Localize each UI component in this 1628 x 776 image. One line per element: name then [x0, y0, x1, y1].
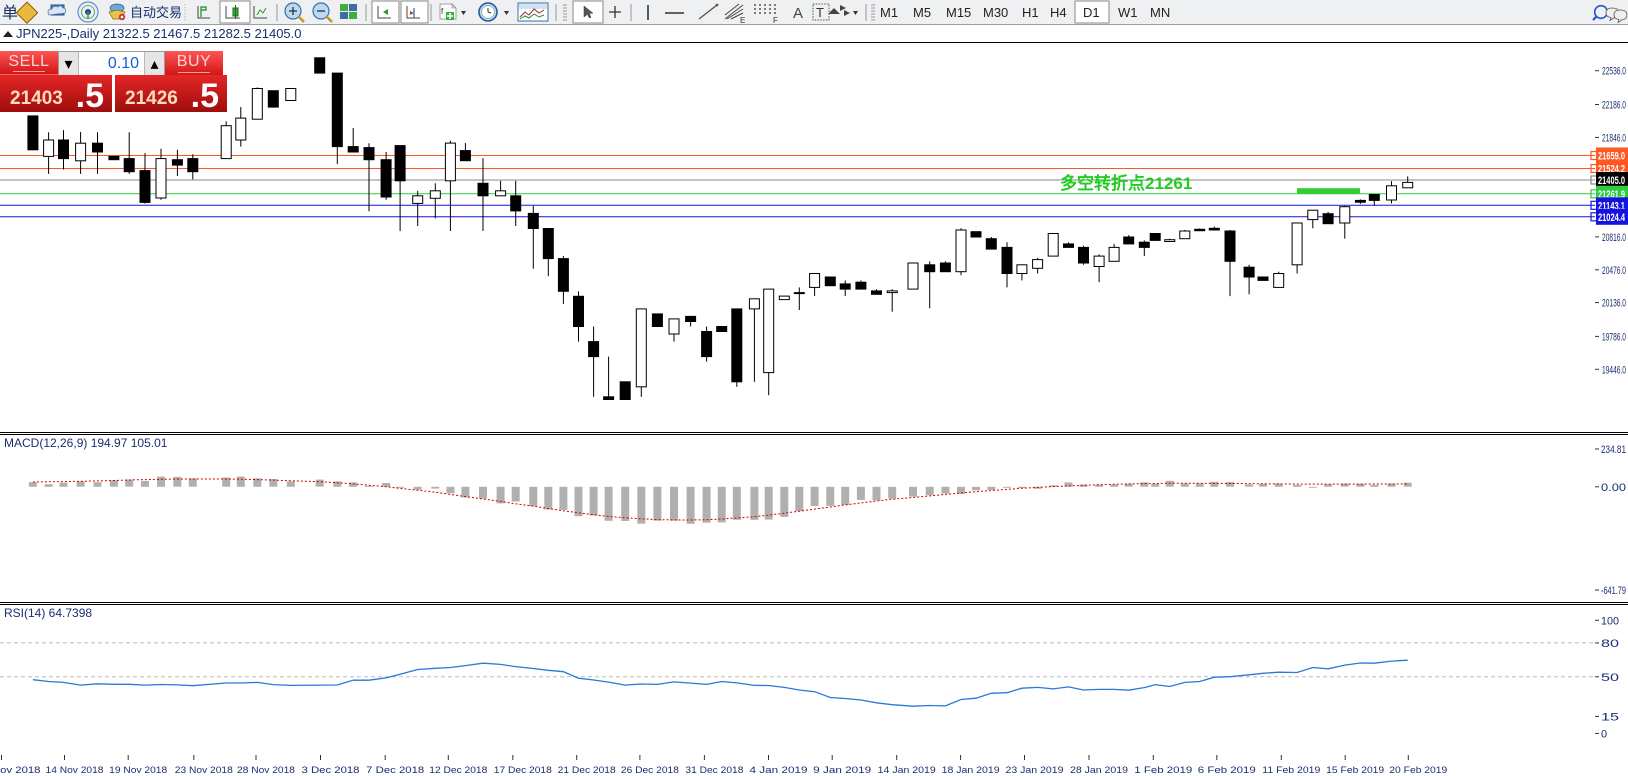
- svg-text:自动交易: 自动交易: [130, 5, 182, 20]
- svg-text:100: 100: [1601, 615, 1619, 627]
- svg-text:W1: W1: [1118, 5, 1138, 20]
- svg-text:21 Dec 2018: 21 Dec 2018: [558, 765, 616, 776]
- svg-text:M30: M30: [983, 5, 1008, 20]
- svg-text:20476.0: 20476.0: [1602, 265, 1626, 277]
- svg-text:-641.79: -641.79: [1601, 585, 1626, 597]
- svg-text:234.81: 234.81: [1601, 444, 1626, 456]
- svg-text:3 Dec 2018: 3 Dec 2018: [302, 765, 360, 776]
- svg-text:80: 80: [1601, 638, 1619, 650]
- svg-text:1 Feb 2019: 1 Feb 2019: [1134, 765, 1192, 776]
- svg-text:22186.0: 22186.0: [1602, 100, 1626, 112]
- svg-text:21405.0: 21405.0: [1598, 175, 1625, 187]
- svg-text:20816.0: 20816.0: [1602, 232, 1626, 244]
- svg-text:14 Jan 2019: 14 Jan 2019: [878, 765, 936, 776]
- svg-text:19 Nov 2018: 19 Nov 2018: [109, 765, 167, 776]
- svg-text:28 Jan 2019: 28 Jan 2019: [1070, 765, 1128, 776]
- svg-text:F: F: [773, 16, 778, 25]
- svg-text:E: E: [740, 16, 745, 25]
- svg-text:19786.0: 19786.0: [1602, 331, 1626, 343]
- svg-text:20 Feb 2019: 20 Feb 2019: [1389, 765, 1447, 776]
- svg-text:4 Jan 2019: 4 Jan 2019: [750, 765, 808, 776]
- svg-text:12 Dec 2018: 12 Dec 2018: [429, 765, 487, 776]
- svg-text:26 Dec 2018: 26 Dec 2018: [621, 765, 679, 776]
- svg-text:17 Dec 2018: 17 Dec 2018: [494, 765, 552, 776]
- svg-text:H4: H4: [1050, 5, 1067, 20]
- svg-text:单: 单: [2, 4, 18, 22]
- svg-text:15 Feb 2019: 15 Feb 2019: [1326, 765, 1384, 776]
- svg-text:31 Dec 2018: 31 Dec 2018: [685, 765, 743, 776]
- svg-text:7 Dec 2018: 7 Dec 2018: [366, 765, 424, 776]
- svg-text:0.00: 0.00: [1601, 482, 1626, 494]
- svg-text:11 Feb 2019: 11 Feb 2019: [1262, 765, 1320, 776]
- svg-text:14 Nov 2018: 14 Nov 2018: [46, 765, 104, 776]
- svg-text:M15: M15: [946, 5, 971, 20]
- svg-text:H1: H1: [1022, 5, 1039, 20]
- svg-text:D1: D1: [1083, 5, 1100, 20]
- svg-text:23 Nov 2018: 23 Nov 2018: [175, 765, 233, 776]
- svg-text:9 Nov 2018: 9 Nov 2018: [0, 765, 41, 776]
- svg-text:18 Jan 2019: 18 Jan 2019: [942, 765, 1000, 776]
- svg-text:28 Nov 2018: 28 Nov 2018: [237, 765, 295, 776]
- svg-text:T: T: [816, 5, 824, 20]
- svg-text:9 Jan 2019: 9 Jan 2019: [813, 765, 871, 776]
- svg-text:6 Feb 2019: 6 Feb 2019: [1198, 765, 1256, 776]
- svg-text:20136.0: 20136.0: [1602, 298, 1626, 310]
- svg-text:RSI(14) 64.7398: RSI(14) 64.7398: [4, 606, 92, 620]
- svg-text:MN: MN: [1150, 5, 1170, 20]
- svg-text:多空转折点21261: 多空转折点21261: [1060, 173, 1192, 193]
- svg-text:50: 50: [1601, 672, 1619, 684]
- svg-text:21846.0: 21846.0: [1602, 132, 1626, 144]
- svg-text:M1: M1: [880, 5, 898, 20]
- svg-text:A: A: [793, 5, 803, 22]
- svg-text:21024.4: 21024.4: [1598, 212, 1626, 224]
- svg-text:MACD(12,26,9) 194.97 105.01: MACD(12,26,9) 194.97 105.01: [4, 436, 168, 450]
- svg-text:0: 0: [1601, 728, 1607, 740]
- svg-text:19446.0: 19446.0: [1602, 364, 1626, 376]
- svg-text:M5: M5: [913, 5, 931, 20]
- svg-text:15: 15: [1601, 711, 1619, 723]
- svg-text:23 Jan 2019: 23 Jan 2019: [1006, 765, 1064, 776]
- svg-text:22536.0: 22536.0: [1602, 66, 1626, 78]
